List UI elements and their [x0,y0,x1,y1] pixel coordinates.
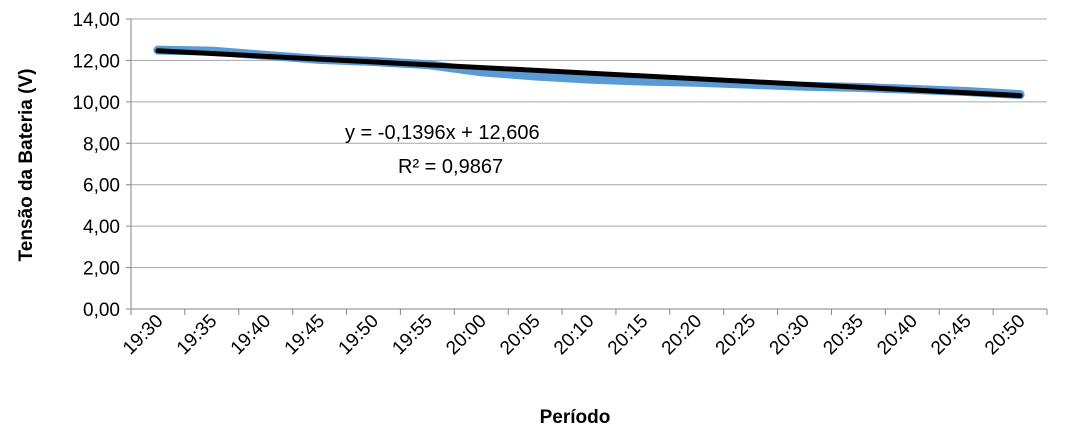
x-axis-title: Período [540,407,611,428]
x-tick-labels: 19:30 19:35 19:40 19:45 19:50 19:55 20:00 20:05… [119,311,1030,359]
y-axis-title: Tensão da Bateria (V) [16,69,37,262]
x-tick-label: 20:35 [819,311,867,359]
axes [126,18,1048,315]
y-tick-label: 14,00 [72,10,120,31]
x-tick-label: 20:00 [442,311,490,359]
x-tick-label: 20:45 [927,311,975,359]
x-tick-label: 19:40 [227,311,275,359]
x-tick-label: 20:25 [712,311,760,359]
x-tick-label: 20:50 [981,311,1029,359]
x-tick-label: 20:15 [604,311,652,359]
y-tick-label: 12,00 [72,51,120,72]
x-tick-label: 20:05 [496,311,544,359]
x-tick-label: 19:50 [335,311,383,359]
x-tick-label: 19:45 [281,311,329,359]
x-tick-label: 19:35 [173,311,221,359]
y-tick-label: 2,00 [83,259,120,280]
y-tick-label: 6,00 [83,176,120,197]
x-tick-label: 20:30 [766,311,814,359]
trendline-r-squared: R² = 0,9867 [398,156,503,178]
y-tick-label: 8,00 [83,134,120,155]
x-tick-label: 20:20 [658,311,706,359]
x-tick-label: 19:30 [119,311,167,359]
y-tick-label: 4,00 [83,217,120,238]
trendline [155,48,1023,99]
trendline-equation: y = -0,1396x + 12,606 [345,122,540,144]
x-tick-label: 20:40 [873,311,921,359]
series [153,45,1025,100]
x-tick-label: 19:55 [388,311,436,359]
x-tick-label: 20:10 [550,311,598,359]
y-tick-labels: 0,00 2,00 4,00 6,00 8,00 10,00 12,00 14,00 [72,10,120,321]
y-tick-label: 0,00 [83,300,120,321]
y-tick-label: 10,00 [72,93,120,114]
